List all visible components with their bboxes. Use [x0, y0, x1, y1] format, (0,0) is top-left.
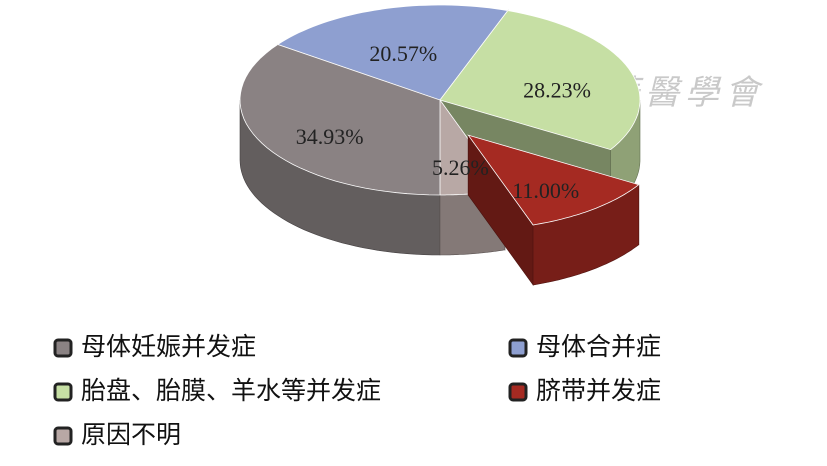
slice: [239, 44, 441, 256]
slice: [439, 9, 641, 211]
slice-top: [439, 10, 641, 151]
legend-swatch: [508, 338, 528, 358]
percent-label: 20.57%: [369, 41, 437, 66]
slice-top: [239, 44, 441, 196]
slice-top: [276, 4, 509, 101]
legend-label: 母体妊娠并发症: [81, 332, 256, 361]
legend-swatch: [53, 382, 73, 402]
legend-label: 母体合并症: [536, 332, 661, 361]
legend-swatch: [508, 382, 528, 402]
percent-label: 5.26%: [432, 155, 489, 180]
legend-swatch: [53, 338, 73, 358]
slice-top: [467, 134, 640, 226]
slice: [467, 134, 640, 286]
legend-label: 原因不明: [81, 420, 181, 449]
legend-label: 胎盘、胎膜、羊水等并发症: [81, 376, 381, 405]
percent-label: 11.00%: [512, 178, 579, 203]
legend-swatch: [53, 426, 73, 446]
percent-label: 34.93%: [296, 124, 364, 149]
percent-label: 28.23%: [523, 78, 591, 103]
legend-label: 脐带并发症: [536, 376, 661, 405]
